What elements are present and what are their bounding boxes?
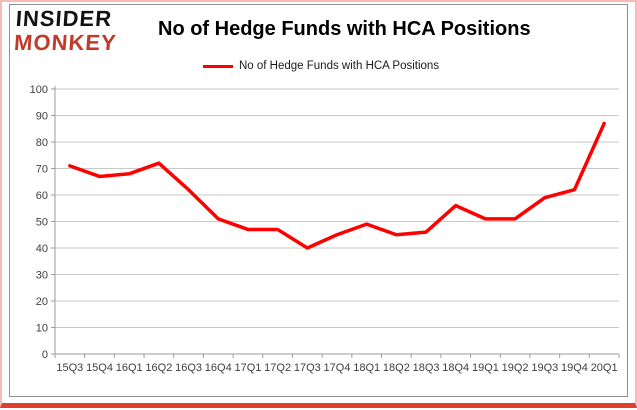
- y-axis-label: 60: [36, 190, 48, 202]
- insider-monkey-logo: INSIDER MONKEY: [13, 6, 119, 55]
- x-axis-label: 18Q1: [353, 362, 380, 374]
- x-axis-label: 17Q3: [294, 362, 321, 374]
- x-axis-label: 19Q4: [561, 362, 588, 374]
- x-axis-label: 19Q2: [502, 362, 529, 374]
- x-axis-label: 16Q2: [145, 362, 172, 374]
- y-axis-label: 70: [36, 164, 48, 176]
- chart-title: No of Hedge Funds with HCA Positions: [158, 18, 531, 40]
- logo-text-monkey: MONKEY: [13, 30, 118, 55]
- x-axis-label: 16Q4: [205, 362, 232, 374]
- x-axis-label: 17Q4: [324, 362, 351, 374]
- data-line: [68, 121, 606, 250]
- y-axis-label: 0: [42, 349, 48, 361]
- legend-line-swatch-icon: [203, 64, 233, 68]
- y-axis-label: 90: [36, 111, 48, 123]
- y-axis-label: 100: [30, 84, 48, 96]
- x-axis-label: 17Q1: [234, 362, 261, 374]
- x-axis-label: 15Q3: [56, 362, 83, 374]
- legend: No of Hedge Funds with HCA Positions: [203, 60, 439, 72]
- y-axis-label: 40: [36, 243, 48, 255]
- x-axis-label: 18Q4: [442, 362, 469, 374]
- logo-text-insider: INSIDER: [15, 6, 113, 31]
- x-axis-label: 15Q4: [86, 362, 113, 374]
- x-axis-label: 16Q3: [175, 362, 202, 374]
- x-axis-label: 16Q1: [116, 362, 143, 374]
- x-axis-label: 19Q3: [531, 362, 558, 374]
- y-axis-label: 30: [36, 270, 48, 282]
- y-axis-label: 80: [36, 137, 48, 149]
- y-axis-label: 50: [36, 217, 48, 229]
- x-axis-label: 17Q2: [264, 362, 291, 374]
- x-axis-label: 18Q3: [413, 362, 440, 374]
- x-axis-label: 18Q2: [383, 362, 410, 374]
- y-axis-label: 10: [36, 323, 48, 335]
- legend-label: No of Hedge Funds with HCA Positions: [239, 60, 440, 72]
- x-axis-label: 20Q1: [591, 362, 618, 374]
- chart-frame: [9, 4, 628, 397]
- x-axis-label: 19Q1: [472, 362, 499, 374]
- y-axis-label: 20: [36, 296, 48, 308]
